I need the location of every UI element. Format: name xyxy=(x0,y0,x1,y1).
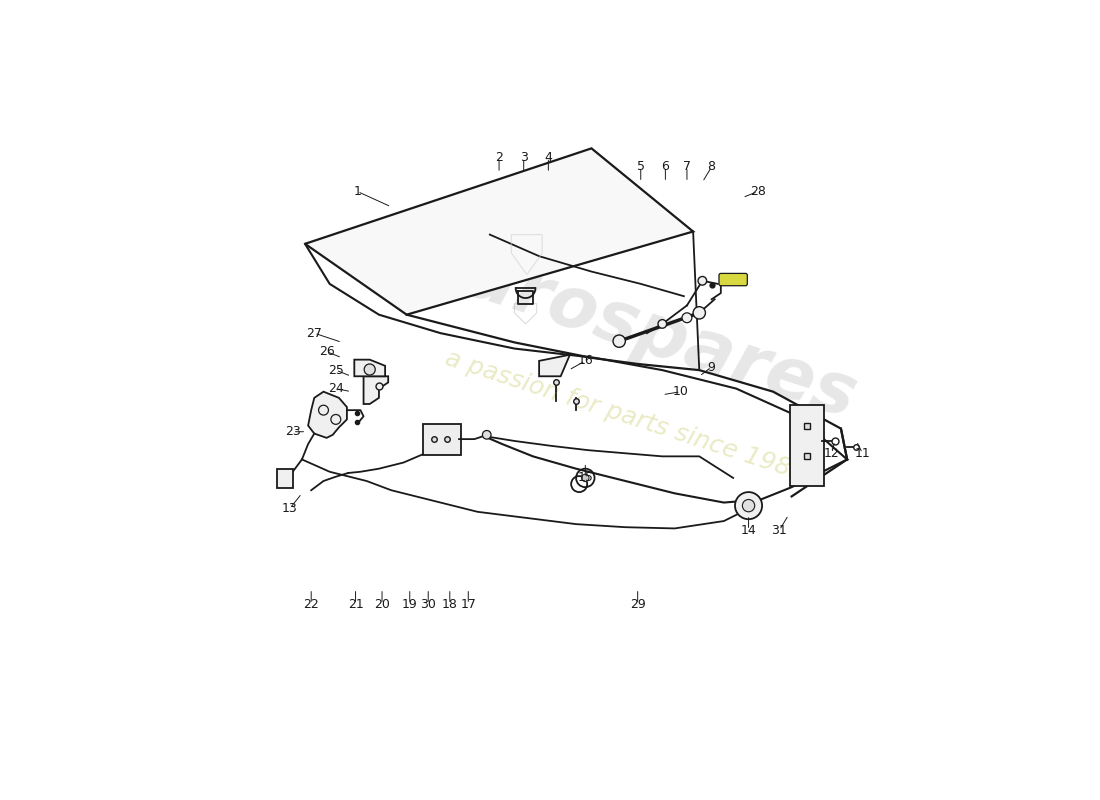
Text: 20: 20 xyxy=(374,598,390,610)
Text: 17: 17 xyxy=(460,598,476,610)
Text: 8: 8 xyxy=(707,160,716,174)
Text: eurospares: eurospares xyxy=(410,226,866,434)
Text: 29: 29 xyxy=(630,598,646,610)
Text: 14: 14 xyxy=(740,524,757,537)
Text: 21: 21 xyxy=(348,598,363,610)
Text: 5: 5 xyxy=(637,160,645,174)
Text: 18: 18 xyxy=(442,598,458,610)
FancyBboxPatch shape xyxy=(424,424,461,455)
Circle shape xyxy=(698,277,706,285)
Polygon shape xyxy=(539,354,570,376)
Polygon shape xyxy=(354,360,385,376)
Polygon shape xyxy=(308,392,346,438)
Text: 19: 19 xyxy=(402,598,418,610)
Text: 13: 13 xyxy=(282,502,297,515)
Text: 28: 28 xyxy=(750,185,766,198)
Text: 12: 12 xyxy=(824,446,839,460)
Text: 3: 3 xyxy=(520,151,528,164)
Text: 15: 15 xyxy=(578,471,593,485)
FancyBboxPatch shape xyxy=(277,469,294,488)
Polygon shape xyxy=(305,148,693,314)
Circle shape xyxy=(483,430,491,439)
Text: 31: 31 xyxy=(771,524,788,537)
Text: 30: 30 xyxy=(420,598,437,610)
Text: 6: 6 xyxy=(661,160,669,174)
Polygon shape xyxy=(363,376,388,404)
Circle shape xyxy=(658,320,667,328)
Text: 23: 23 xyxy=(285,426,300,438)
Text: 22: 22 xyxy=(304,598,319,610)
Circle shape xyxy=(735,492,762,519)
Text: a passion for parts since 1985: a passion for parts since 1985 xyxy=(442,346,808,486)
Circle shape xyxy=(693,306,705,319)
Text: 2: 2 xyxy=(495,151,503,164)
Circle shape xyxy=(613,335,625,347)
Text: 24: 24 xyxy=(328,382,343,395)
FancyBboxPatch shape xyxy=(719,274,747,286)
Text: 11: 11 xyxy=(855,446,870,460)
Circle shape xyxy=(742,499,755,512)
Text: 27: 27 xyxy=(306,326,322,340)
Text: 25: 25 xyxy=(328,364,344,377)
FancyBboxPatch shape xyxy=(790,406,824,486)
Text: 4: 4 xyxy=(544,151,552,164)
Text: 26: 26 xyxy=(319,345,334,358)
Text: 16: 16 xyxy=(578,354,593,367)
Text: 9: 9 xyxy=(707,361,715,374)
Text: 7: 7 xyxy=(683,160,691,174)
Text: 1: 1 xyxy=(353,185,361,198)
Circle shape xyxy=(364,364,375,375)
Circle shape xyxy=(682,313,692,322)
Text: 10: 10 xyxy=(673,385,689,398)
Circle shape xyxy=(582,474,588,482)
